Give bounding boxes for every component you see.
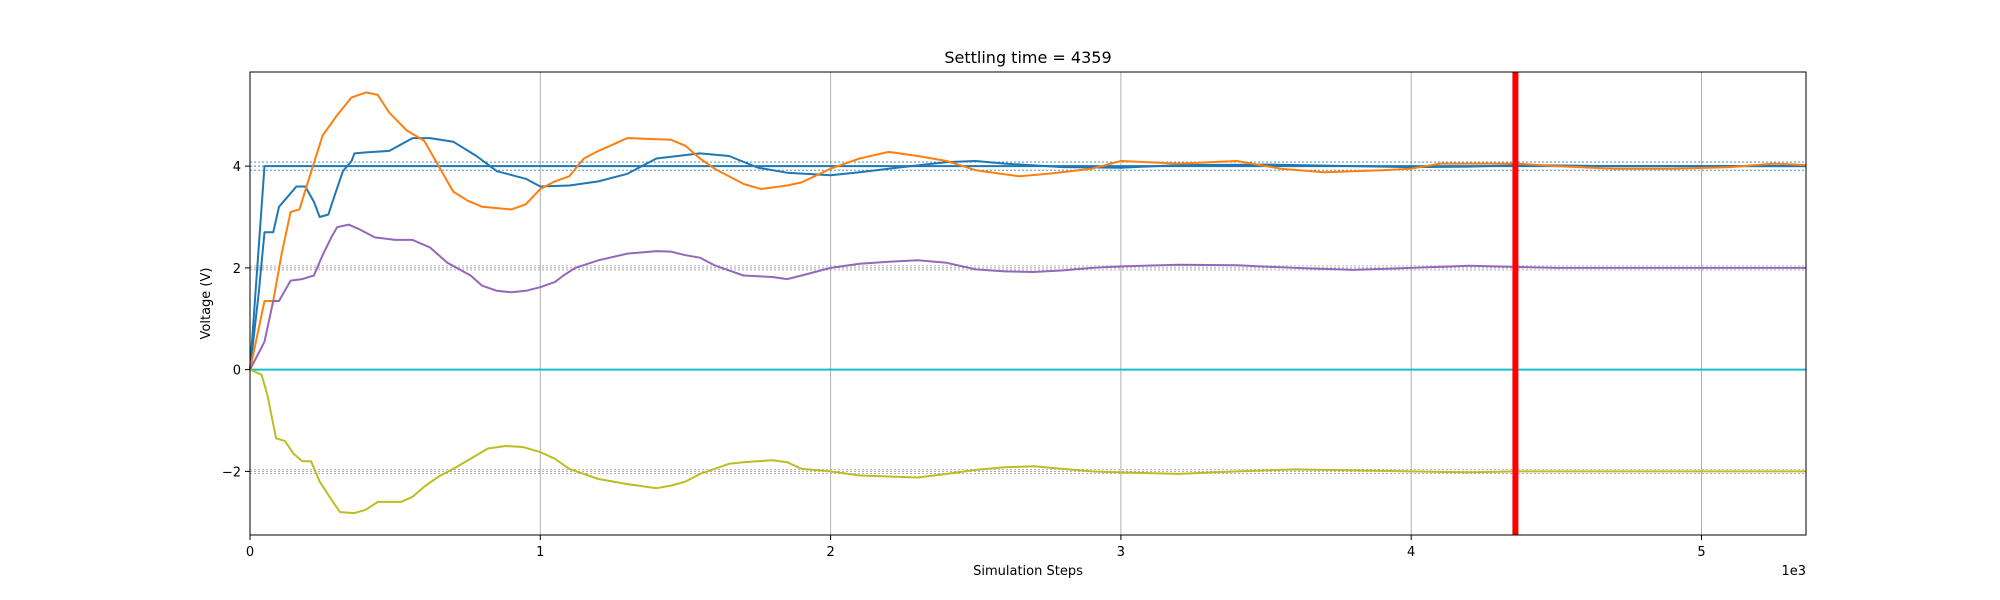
x-axis-label: Simulation Steps — [973, 564, 1083, 579]
y-tick-label-2: 2 — [233, 262, 241, 277]
x-axis-offset-label: 1e3 — [1781, 564, 1806, 579]
x-tick-label-4: 4 — [1407, 545, 1415, 560]
grid-lines — [249, 72, 1702, 535]
series-line-2 — [249, 91, 1807, 370]
y-tick-label-0: −2 — [222, 465, 241, 480]
x-tick-label-2: 2 — [826, 545, 834, 560]
x-tick-label-5: 5 — [1697, 545, 1705, 560]
x-tick-label-1: 1 — [536, 545, 544, 560]
y-axis-label: Voltage (V) — [199, 268, 214, 340]
x-tick-label-3: 3 — [1117, 545, 1125, 560]
y-ticks: −2 0 2 4 — [222, 160, 250, 480]
series-lines — [249, 91, 1807, 515]
series-line-5 — [249, 368, 1806, 515]
series-line-3 — [249, 223, 1806, 371]
x-tick-label-0: 0 — [246, 545, 254, 560]
series-line-1 — [249, 137, 1806, 370]
x-ticks: 0 1 2 3 4 5 — [246, 535, 1706, 560]
reference-bands — [250, 161, 1806, 474]
chart-title: Settling time = 4359 — [944, 48, 1111, 67]
y-tick-label-1: 0 — [233, 364, 241, 379]
y-tick-label-3: 4 — [233, 160, 241, 175]
plot-frame — [249, 71, 1807, 536]
